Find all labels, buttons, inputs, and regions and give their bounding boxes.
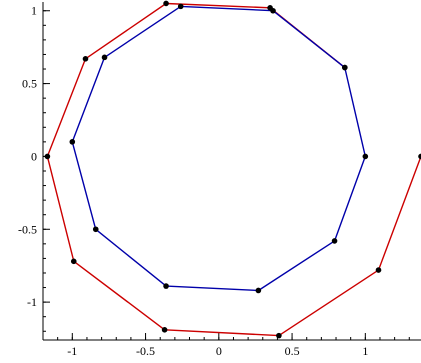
x-tick-label: 1 [362,344,368,358]
series-2-point [92,226,99,233]
series-2-line [71,5,366,292]
series-1-point [375,267,382,273]
series-1-point [418,153,421,160]
series-1-point [44,153,51,160]
series-2-point [69,139,76,145]
series-2-point [342,64,348,71]
series-1-point [161,327,168,333]
x-tick-label: 0 [216,344,222,358]
y-tick-label: -0.5 [18,222,37,236]
series-1-point [70,258,77,265]
y-tick-label: 0.5 [22,77,37,91]
tick-labels: -1 -0.5 0 0.5 1 -1 -0.5 0 0.5 1 [18,4,368,358]
series-2-point [177,3,184,10]
series-1-point [82,56,89,62]
series-2-point [255,287,262,294]
y-tick-label: 0 [31,149,37,163]
series-2-point [270,7,276,14]
x-tick-label: -0.5 [136,344,155,358]
series-1-line [46,2,421,337]
series-2-point [101,54,108,61]
series-1-point [163,0,169,7]
y-tick-label: -1 [27,295,37,309]
series-2-point [331,238,338,244]
axes [42,2,421,341]
y-tick-label: 1 [31,4,37,18]
series-2-point [163,283,169,289]
series-layer [44,0,421,339]
series-1-point [276,332,282,339]
series-2-point [362,153,369,160]
x-tick-label: 0.5 [285,344,300,358]
x-tick-label: -1 [67,344,77,358]
